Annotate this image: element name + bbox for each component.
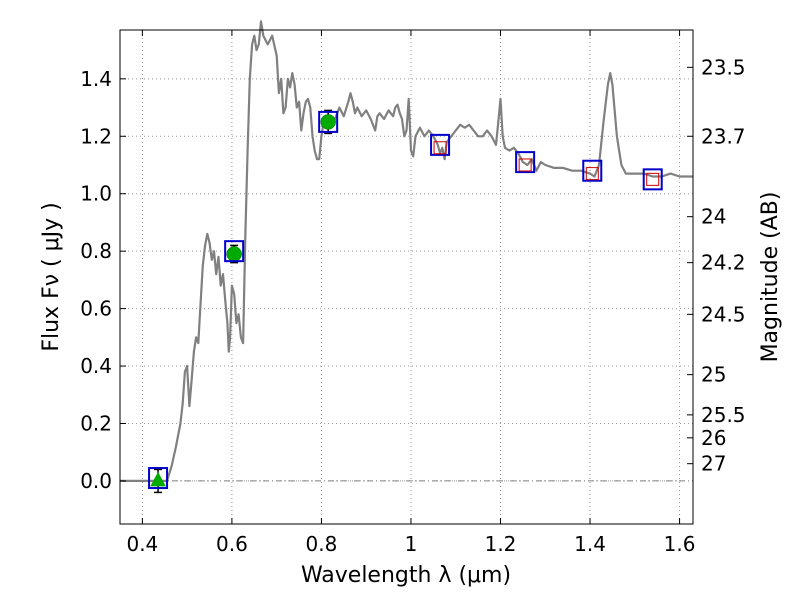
right-tick-label: 24.5 xyxy=(701,302,746,326)
plot-frame xyxy=(119,29,694,525)
model-flux-box xyxy=(582,159,603,182)
axes xyxy=(119,29,694,525)
right-tick-label: 24 xyxy=(701,205,726,229)
y-tick-label: 1.2 xyxy=(80,124,112,148)
right-tick-label: 25 xyxy=(701,363,726,387)
model-flux-box xyxy=(318,110,339,133)
model-spectrum-line xyxy=(120,20,693,482)
predicted-flux-box xyxy=(518,158,532,172)
y-tick-label: 1.4 xyxy=(80,67,112,91)
x-tick-label: 1.6 xyxy=(664,532,696,556)
predicted-flux-box xyxy=(585,167,599,181)
right-tick-label: 24.2 xyxy=(701,251,746,275)
right-tick-label: 26 xyxy=(701,426,726,450)
predicted-flux-box xyxy=(433,141,447,155)
y-tick-label: 0.2 xyxy=(80,411,112,435)
right-tick-label: 23.7 xyxy=(701,124,746,148)
ticks: 0.4 0.6 0.8 1 1.2 1.4 1.6 0.0 0.2 0.4 0.6 0.8 1.0 1.2… xyxy=(80,30,746,556)
y-tick-label: 0.8 xyxy=(80,239,112,263)
right-axis-label: Magnitude (AB) xyxy=(758,192,783,363)
photometry-point xyxy=(320,114,336,130)
model-flux-box xyxy=(148,467,169,490)
y-tick-label: 0.6 xyxy=(80,297,112,321)
x-tick-label: 1.4 xyxy=(574,532,606,556)
right-tick-label: 23.5 xyxy=(701,55,746,79)
right-tick-label: 27 xyxy=(701,452,726,476)
y-tick-label: 1.0 xyxy=(80,182,112,206)
grid xyxy=(120,30,693,524)
x-tick-label: 0.8 xyxy=(306,532,338,556)
model-flux-box xyxy=(430,133,451,156)
x-tick-label: 1.2 xyxy=(485,532,517,556)
right-tick-label: 25.5 xyxy=(701,403,746,427)
model-flux-box xyxy=(224,240,245,263)
predicted-flux-box xyxy=(646,172,660,186)
y-tick-label: 0.0 xyxy=(80,469,112,493)
y-axis-label: Flux Fν ( μJy ) xyxy=(39,202,64,351)
photometry-point xyxy=(226,246,242,262)
x-tick-label: 1 xyxy=(405,532,418,556)
model-flux-box xyxy=(642,168,663,191)
x-tick-label: 0.6 xyxy=(216,532,248,556)
spectrum-line xyxy=(120,20,693,482)
photometry-markers xyxy=(148,109,663,494)
model-flux-box xyxy=(515,151,536,174)
x-axis-label: Wavelength λ (μm) xyxy=(301,563,511,588)
upper-limit-triangle xyxy=(150,471,166,487)
y-tick-label: 0.4 xyxy=(80,354,112,378)
x-tick-label: 0.4 xyxy=(126,532,158,556)
